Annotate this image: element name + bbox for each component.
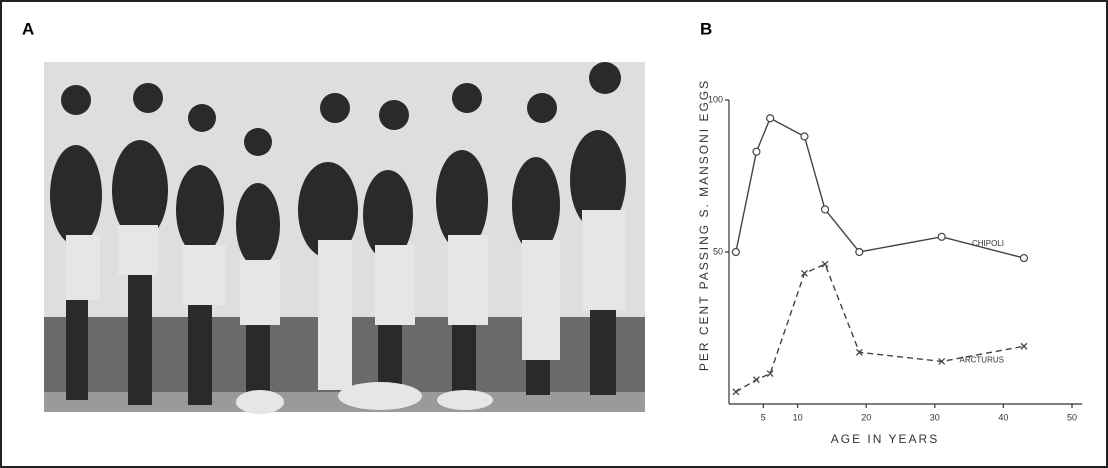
panel-label: B: [700, 19, 712, 38]
x-tick-label: 10: [793, 412, 803, 422]
point: [753, 148, 760, 155]
series-label: CHIPOLI: [972, 239, 1004, 248]
x-tick-label: 50: [1067, 412, 1077, 422]
figure: A B 5010051020304050AGE IN YEARSPER CENT…: [0, 0, 1108, 468]
point: [822, 206, 829, 213]
x-tick-label: 40: [998, 412, 1008, 422]
point: [801, 133, 808, 140]
point: [732, 249, 739, 256]
x-tick-label: 20: [861, 412, 871, 422]
panel-label: A: [22, 19, 34, 38]
y-tick-label: 50: [713, 246, 723, 256]
photo: [44, 62, 645, 414]
point: [856, 249, 863, 256]
y-axis-label: PER CENT PASSING S. MANSONI EGGS: [697, 79, 711, 371]
series-label: ARCTURUS: [960, 355, 1004, 364]
point: [938, 233, 945, 240]
x-tick-label: 5: [761, 412, 766, 422]
x-axis-label: AGE IN YEARS: [831, 432, 939, 446]
point: [767, 115, 774, 122]
point: [1020, 255, 1027, 262]
x-tick-label: 30: [930, 412, 940, 422]
